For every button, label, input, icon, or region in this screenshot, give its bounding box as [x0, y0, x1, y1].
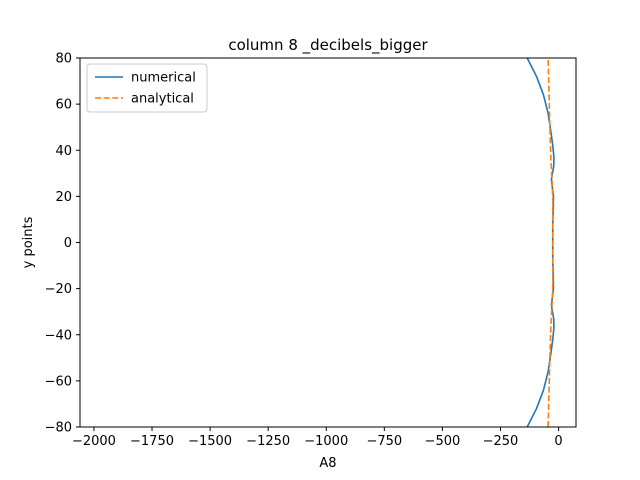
x-tick-label: −1000	[304, 434, 348, 449]
legend-label-numerical: numerical	[131, 71, 196, 86]
y-tick-label: −80	[45, 421, 72, 436]
x-axis-label: A8	[319, 456, 336, 471]
x-tick-label: −1750	[130, 434, 174, 449]
x-tick-label: −2000	[72, 434, 116, 449]
legend-label-analytical: analytical	[131, 92, 194, 107]
x-axis: −2000 −1750 −1500 −1250 −1000 −750 −500 −250 0	[72, 427, 563, 449]
y-tick-label: −60	[45, 374, 72, 389]
y-tick-label: 80	[55, 52, 72, 67]
x-tick-label: −1500	[188, 434, 232, 449]
x-tick-label: −250	[483, 434, 519, 449]
x-tick-label: −500	[425, 434, 461, 449]
y-tick-label: 20	[55, 190, 72, 205]
series-layer	[526, 58, 555, 427]
y-tick-label: −20	[45, 282, 72, 297]
x-tick-label: −1250	[246, 434, 290, 449]
series-line-analytical	[547, 58, 554, 427]
plot-frame	[79, 57, 577, 428]
chart-title: column 8 _decibels_bigger	[228, 36, 428, 55]
legend: numerical analytical	[86, 63, 208, 113]
y-tick-label: 60	[55, 98, 72, 113]
x-tick-label: 0	[554, 434, 562, 449]
y-tick-label: −40	[45, 328, 72, 343]
legend-box	[86, 63, 208, 113]
x-tick-label: −750	[366, 434, 402, 449]
y-tick-label: 0	[64, 236, 72, 251]
y-tick-label: 40	[55, 144, 72, 159]
y-axis-label: y points	[21, 216, 36, 268]
y-axis: −80 −60 −40 −20 0 20 40 60 80	[45, 52, 80, 436]
